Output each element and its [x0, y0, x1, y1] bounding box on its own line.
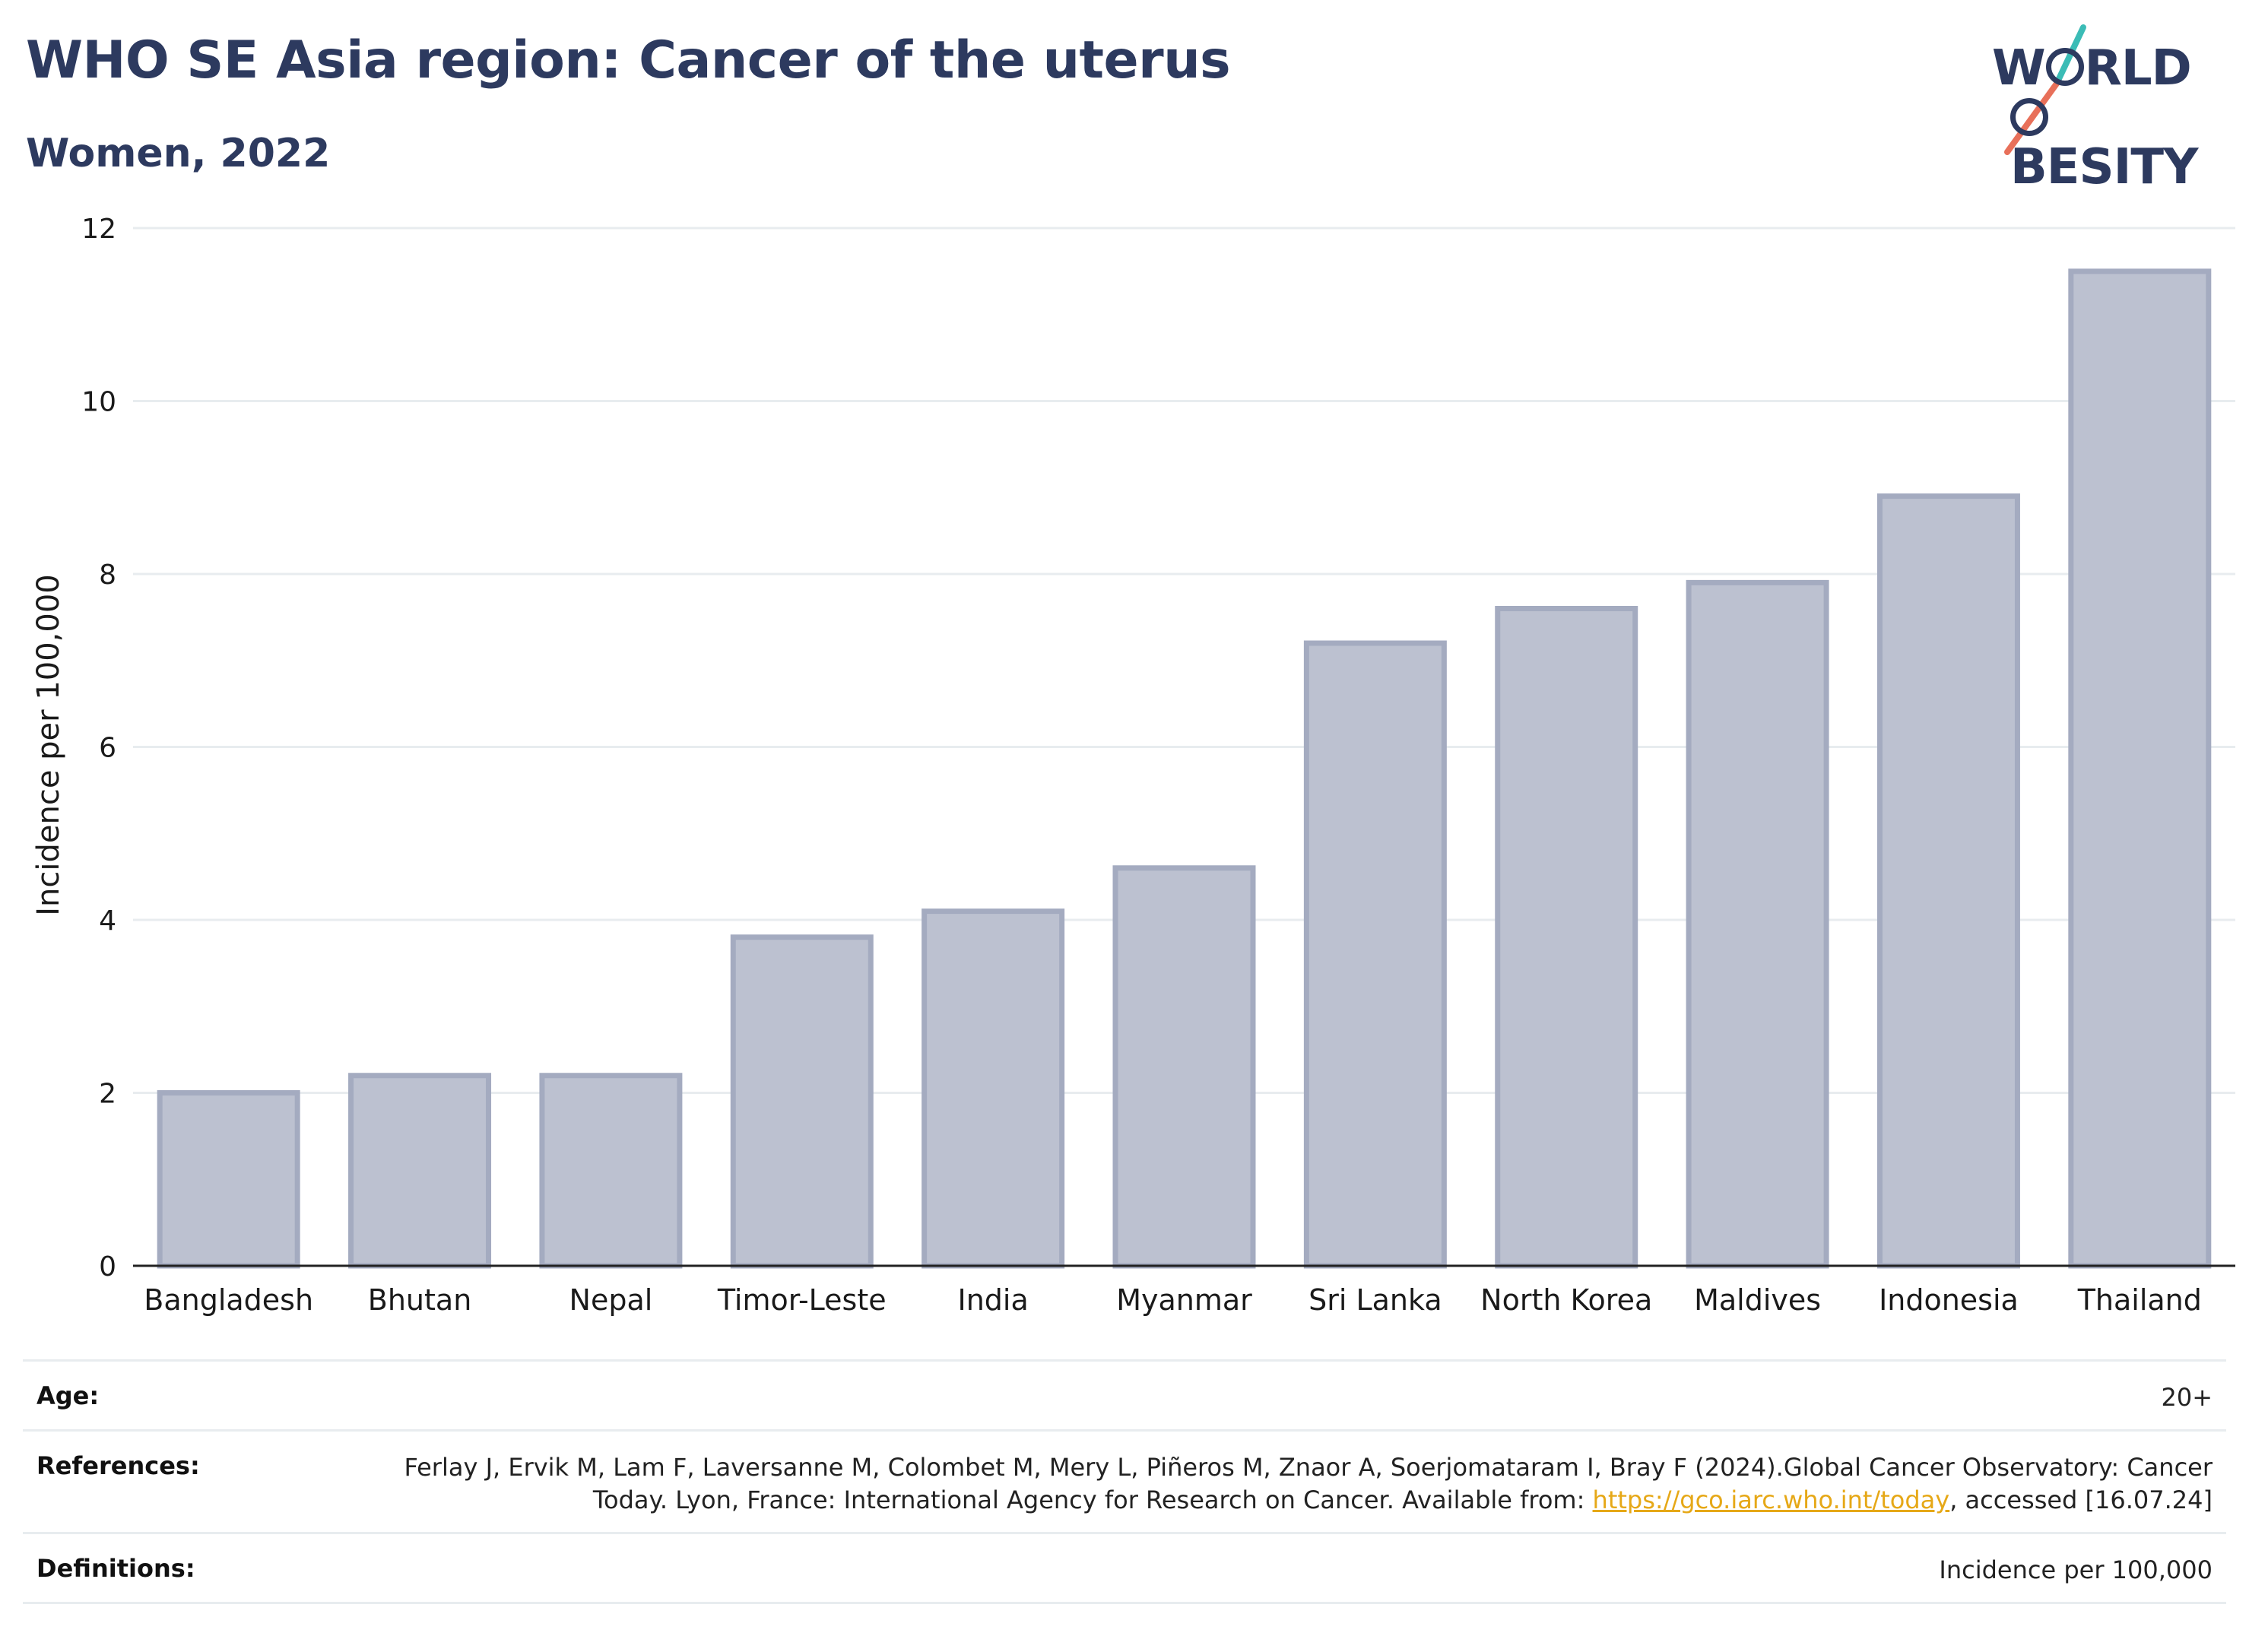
bar-bhutan	[348, 1073, 492, 1269]
axis-labels: 0 2 4 6 8 10 12 Bangladesh Bhutan Nepal Timor-Lest…	[81, 214, 2202, 1317]
x-tick-label: Indonesia	[1879, 1283, 2019, 1317]
metadata-table: Age: 20+ References: Ferlay J, Ervik M, …	[23, 1359, 2226, 1604]
chart-subtitle: Women, 2022	[26, 131, 331, 176]
world-obesity-logo: W RLD BESITY	[1977, 23, 2235, 192]
meta-row-references: References: Ferlay J, Ervik M, Lam F, La…	[23, 1429, 2226, 1532]
x-tick-label: India	[958, 1283, 1029, 1317]
x-tick-label: Nepal	[569, 1283, 653, 1317]
references-text: Ferlay J, Ervik M, Lam F, Laversanne M, …	[404, 1453, 2213, 1514]
bar-timor-leste	[730, 934, 874, 1269]
bar-indonesia	[1876, 493, 2020, 1269]
bar-myanmar	[1112, 865, 1256, 1269]
chart-title: WHO SE Asia region: Cancer of the uterus	[26, 30, 1231, 90]
x-tick-label: Bhutan	[368, 1283, 472, 1317]
references-link[interactable]: https://gco.iarc.who.int/today	[1592, 1486, 1950, 1514]
y-tick-label: 6	[99, 733, 116, 764]
x-tick-label: Thailand	[2077, 1283, 2202, 1317]
y-tick-label: 0	[99, 1251, 116, 1283]
bar-thailand	[2068, 268, 2212, 1269]
x-tick-label: Sri Lanka	[1308, 1283, 1442, 1317]
bar-north-korea	[1495, 606, 1638, 1269]
bar-bangladesh	[157, 1090, 300, 1269]
references-label: References:	[36, 1451, 200, 1480]
bar-nepal	[539, 1073, 683, 1269]
meta-row-age: Age: 20+	[23, 1359, 2226, 1429]
meta-row-definitions: Definitions: Incidence per 100,000	[23, 1532, 2226, 1604]
age-label: Age:	[36, 1381, 100, 1410]
bar-sri-lanka	[1303, 640, 1447, 1269]
references-value: Ferlay J, Ervik M, Lam F, Laversanne M, …	[327, 1451, 2213, 1517]
y-tick-label: 8	[99, 560, 116, 591]
references-accessed: , accessed [16.07.24]	[1949, 1486, 2213, 1514]
x-tick-label: Timor-Leste	[717, 1283, 887, 1317]
y-tick-label: 10	[81, 387, 116, 418]
y-tick-label: 12	[81, 214, 116, 245]
x-tick-label: Bangladesh	[144, 1283, 313, 1317]
x-tick-label: Myanmar	[1116, 1283, 1252, 1317]
definitions-label: Definitions:	[36, 1554, 195, 1583]
bar-chart: 0 2 4 6 8 10 12 Bangladesh Bhutan Nepal Timor-Lest…	[81, 214, 2235, 1317]
x-tick-label: North Korea	[1480, 1283, 1652, 1317]
y-tick-label: 4	[99, 905, 116, 937]
age-value: 20+	[2161, 1383, 2213, 1412]
bars	[157, 268, 2212, 1269]
x-tick-label: Maldives	[1694, 1283, 1821, 1317]
definitions-value: Incidence per 100,000	[1939, 1555, 2213, 1584]
bar-maldives	[1686, 579, 1829, 1269]
bar-india	[921, 908, 1065, 1269]
y-tick-label: 2	[99, 1079, 116, 1110]
